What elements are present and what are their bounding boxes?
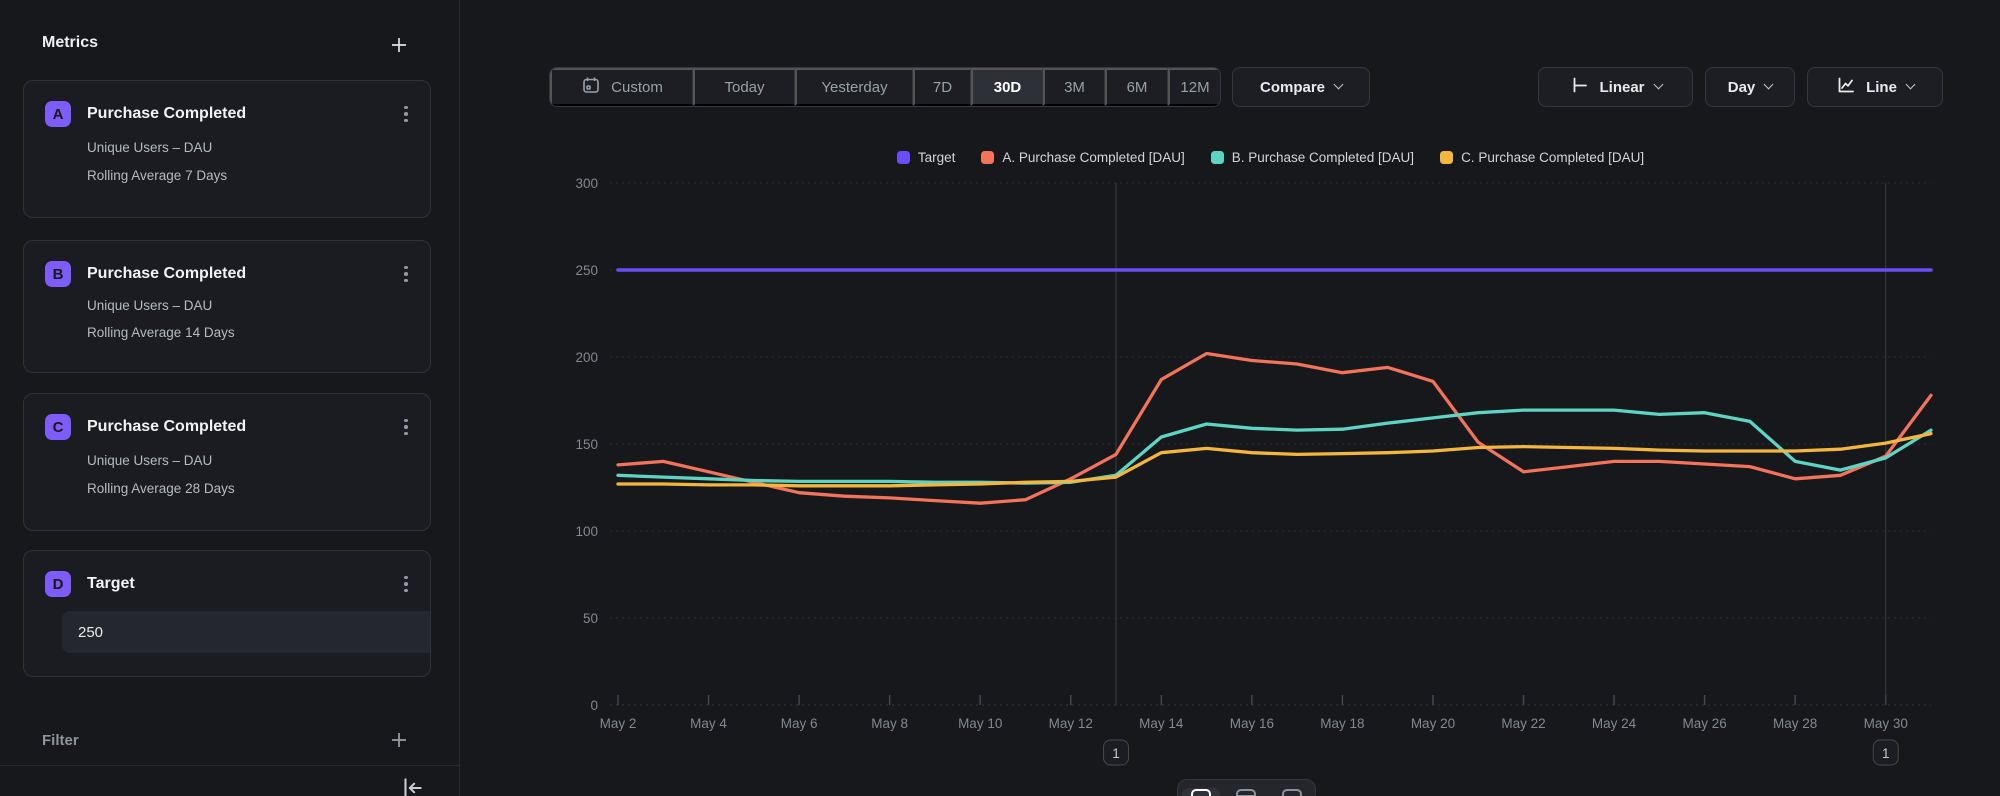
y-axis-label: 0: [590, 698, 598, 713]
legend-item-c[interactable]: C. Purchase Completed [DAU]: [1440, 150, 1644, 165]
legend-swatch: [1440, 151, 1453, 164]
legend-swatch: [1211, 151, 1224, 164]
metric-title: Purchase Completed: [87, 418, 246, 436]
metric-rolling-average: Rolling Average 7 Days: [87, 168, 414, 183]
linear-axis-icon: [1569, 75, 1589, 99]
x-axis-label: May 28: [1773, 716, 1817, 731]
compare-dropdown[interactable]: Compare: [1232, 67, 1370, 107]
legend-swatch: [981, 151, 994, 164]
metric-measurement: Unique Users – DAU: [87, 140, 414, 155]
target-options-button[interactable]: [394, 571, 418, 597]
panel-view-icon[interactable]: [1273, 788, 1311, 796]
y-axis-label: 100: [575, 524, 598, 539]
metric-card-b[interactable]: B Purchase Completed Unique Users – DAU …: [23, 240, 431, 373]
add-filter-button[interactable]: [387, 729, 411, 753]
metric-options-button[interactable]: [394, 101, 418, 127]
view-switcher: [1177, 779, 1316, 796]
x-axis-label: May 4: [690, 716, 727, 731]
sidebar-divider: [459, 0, 460, 796]
metric-badge-b: B: [45, 261, 71, 287]
x-axis-label: May 18: [1320, 716, 1364, 731]
metric-rolling-average: Rolling Average 28 Days: [87, 481, 414, 496]
sidebar-footer-divider: [0, 765, 460, 766]
metric-options-button[interactable]: [394, 414, 418, 440]
metric-title: Purchase Completed: [87, 265, 246, 283]
chevron-down-icon: [1764, 80, 1774, 90]
date-range-yesterday[interactable]: Yesterday: [795, 68, 913, 106]
x-axis-label: May 2: [600, 716, 637, 731]
legend-item-a[interactable]: A. Purchase Completed [DAU]: [981, 150, 1184, 165]
date-range-7d[interactable]: 7D: [913, 68, 971, 106]
chevron-down-icon: [1653, 80, 1663, 90]
target-title: Target: [87, 575, 135, 593]
calendar-icon: [581, 75, 601, 99]
chevron-down-icon: [1905, 80, 1915, 90]
x-axis-label: May 22: [1501, 716, 1545, 731]
plus-icon: [389, 730, 409, 753]
target-card[interactable]: D Target: [23, 550, 431, 677]
metric-badge-a: A: [45, 101, 71, 127]
legend-item-b[interactable]: B. Purchase Completed [DAU]: [1211, 150, 1414, 165]
annotation-badge[interactable]: [1104, 740, 1129, 765]
metric-options-button[interactable]: [394, 261, 418, 287]
series-line-a: [618, 354, 1931, 504]
x-axis-label: May 20: [1411, 716, 1455, 731]
chevron-down-icon: [1334, 80, 1344, 90]
annotation-badge[interactable]: [1873, 740, 1898, 765]
metric-card-c[interactable]: C Purchase Completed Unique Users – DAU …: [23, 393, 431, 531]
x-axis-label: May 24: [1592, 716, 1637, 731]
x-axis-label: May 12: [1049, 716, 1093, 731]
collapse-sidebar-button[interactable]: [400, 777, 424, 796]
date-range-picker: Custom Today Yesterday 7D 30D 3M 6M 12M: [549, 67, 1221, 107]
line-chart-icon: [1836, 75, 1856, 99]
table-view-icon[interactable]: [1227, 788, 1265, 796]
x-axis-label: May 30: [1864, 716, 1908, 731]
granularity-dropdown[interactable]: Day: [1705, 67, 1795, 107]
chart-legend: Target A. Purchase Completed [DAU] B. Pu…: [610, 146, 1931, 168]
collapse-panel-icon: [399, 775, 425, 796]
chart-type-dropdown[interactable]: Line: [1807, 67, 1943, 107]
metric-measurement: Unique Users – DAU: [87, 298, 414, 313]
target-value-input[interactable]: [62, 611, 431, 653]
metrics-dashboard: Metrics A Purchase Completed Unique User…: [0, 0, 2000, 796]
y-axis-label: 200: [575, 350, 598, 365]
date-range-3m[interactable]: 3M: [1043, 68, 1105, 106]
y-axis-label: 300: [575, 176, 598, 191]
metric-badge-d: D: [45, 571, 71, 597]
x-axis-label: May 6: [781, 716, 818, 731]
annotation-badge-label: 1: [1882, 746, 1890, 761]
y-axis-label: 150: [575, 437, 598, 452]
chart-view-icon[interactable]: [1182, 788, 1220, 796]
y-axis-label: 250: [575, 263, 598, 278]
x-axis-label: May 10: [958, 716, 1002, 731]
x-axis-label: May 14: [1139, 716, 1184, 731]
date-range-12m[interactable]: 12M: [1168, 68, 1220, 106]
x-axis-label: May 26: [1682, 716, 1726, 731]
metric-badge-c: C: [45, 414, 71, 440]
date-range-today[interactable]: Today: [693, 68, 795, 106]
series-line-c: [618, 434, 1931, 486]
x-axis-label: May 8: [871, 716, 908, 731]
filter-section-title: Filter: [42, 732, 79, 749]
series-line-b: [618, 410, 1931, 483]
legend-swatch: [897, 151, 910, 164]
metrics-section-title: Metrics: [42, 34, 98, 52]
legend-item-target[interactable]: Target: [897, 150, 956, 165]
annotation-badge-label: 1: [1112, 746, 1120, 761]
metric-title: Purchase Completed: [87, 105, 246, 123]
metric-measurement: Unique Users – DAU: [87, 453, 414, 468]
y-axis-label: 50: [583, 611, 598, 626]
plus-icon: [389, 35, 409, 58]
x-axis-label: May 16: [1230, 716, 1274, 731]
metric-rolling-average: Rolling Average 14 Days: [87, 325, 414, 340]
date-range-6m[interactable]: 6M: [1105, 68, 1168, 106]
metric-card-a[interactable]: A Purchase Completed Unique Users – DAU …: [23, 80, 431, 218]
date-range-custom[interactable]: Custom: [550, 68, 693, 106]
add-metric-button[interactable]: [387, 34, 411, 58]
scale-dropdown[interactable]: Linear: [1538, 67, 1693, 107]
date-range-30d[interactable]: 30D: [971, 68, 1043, 106]
